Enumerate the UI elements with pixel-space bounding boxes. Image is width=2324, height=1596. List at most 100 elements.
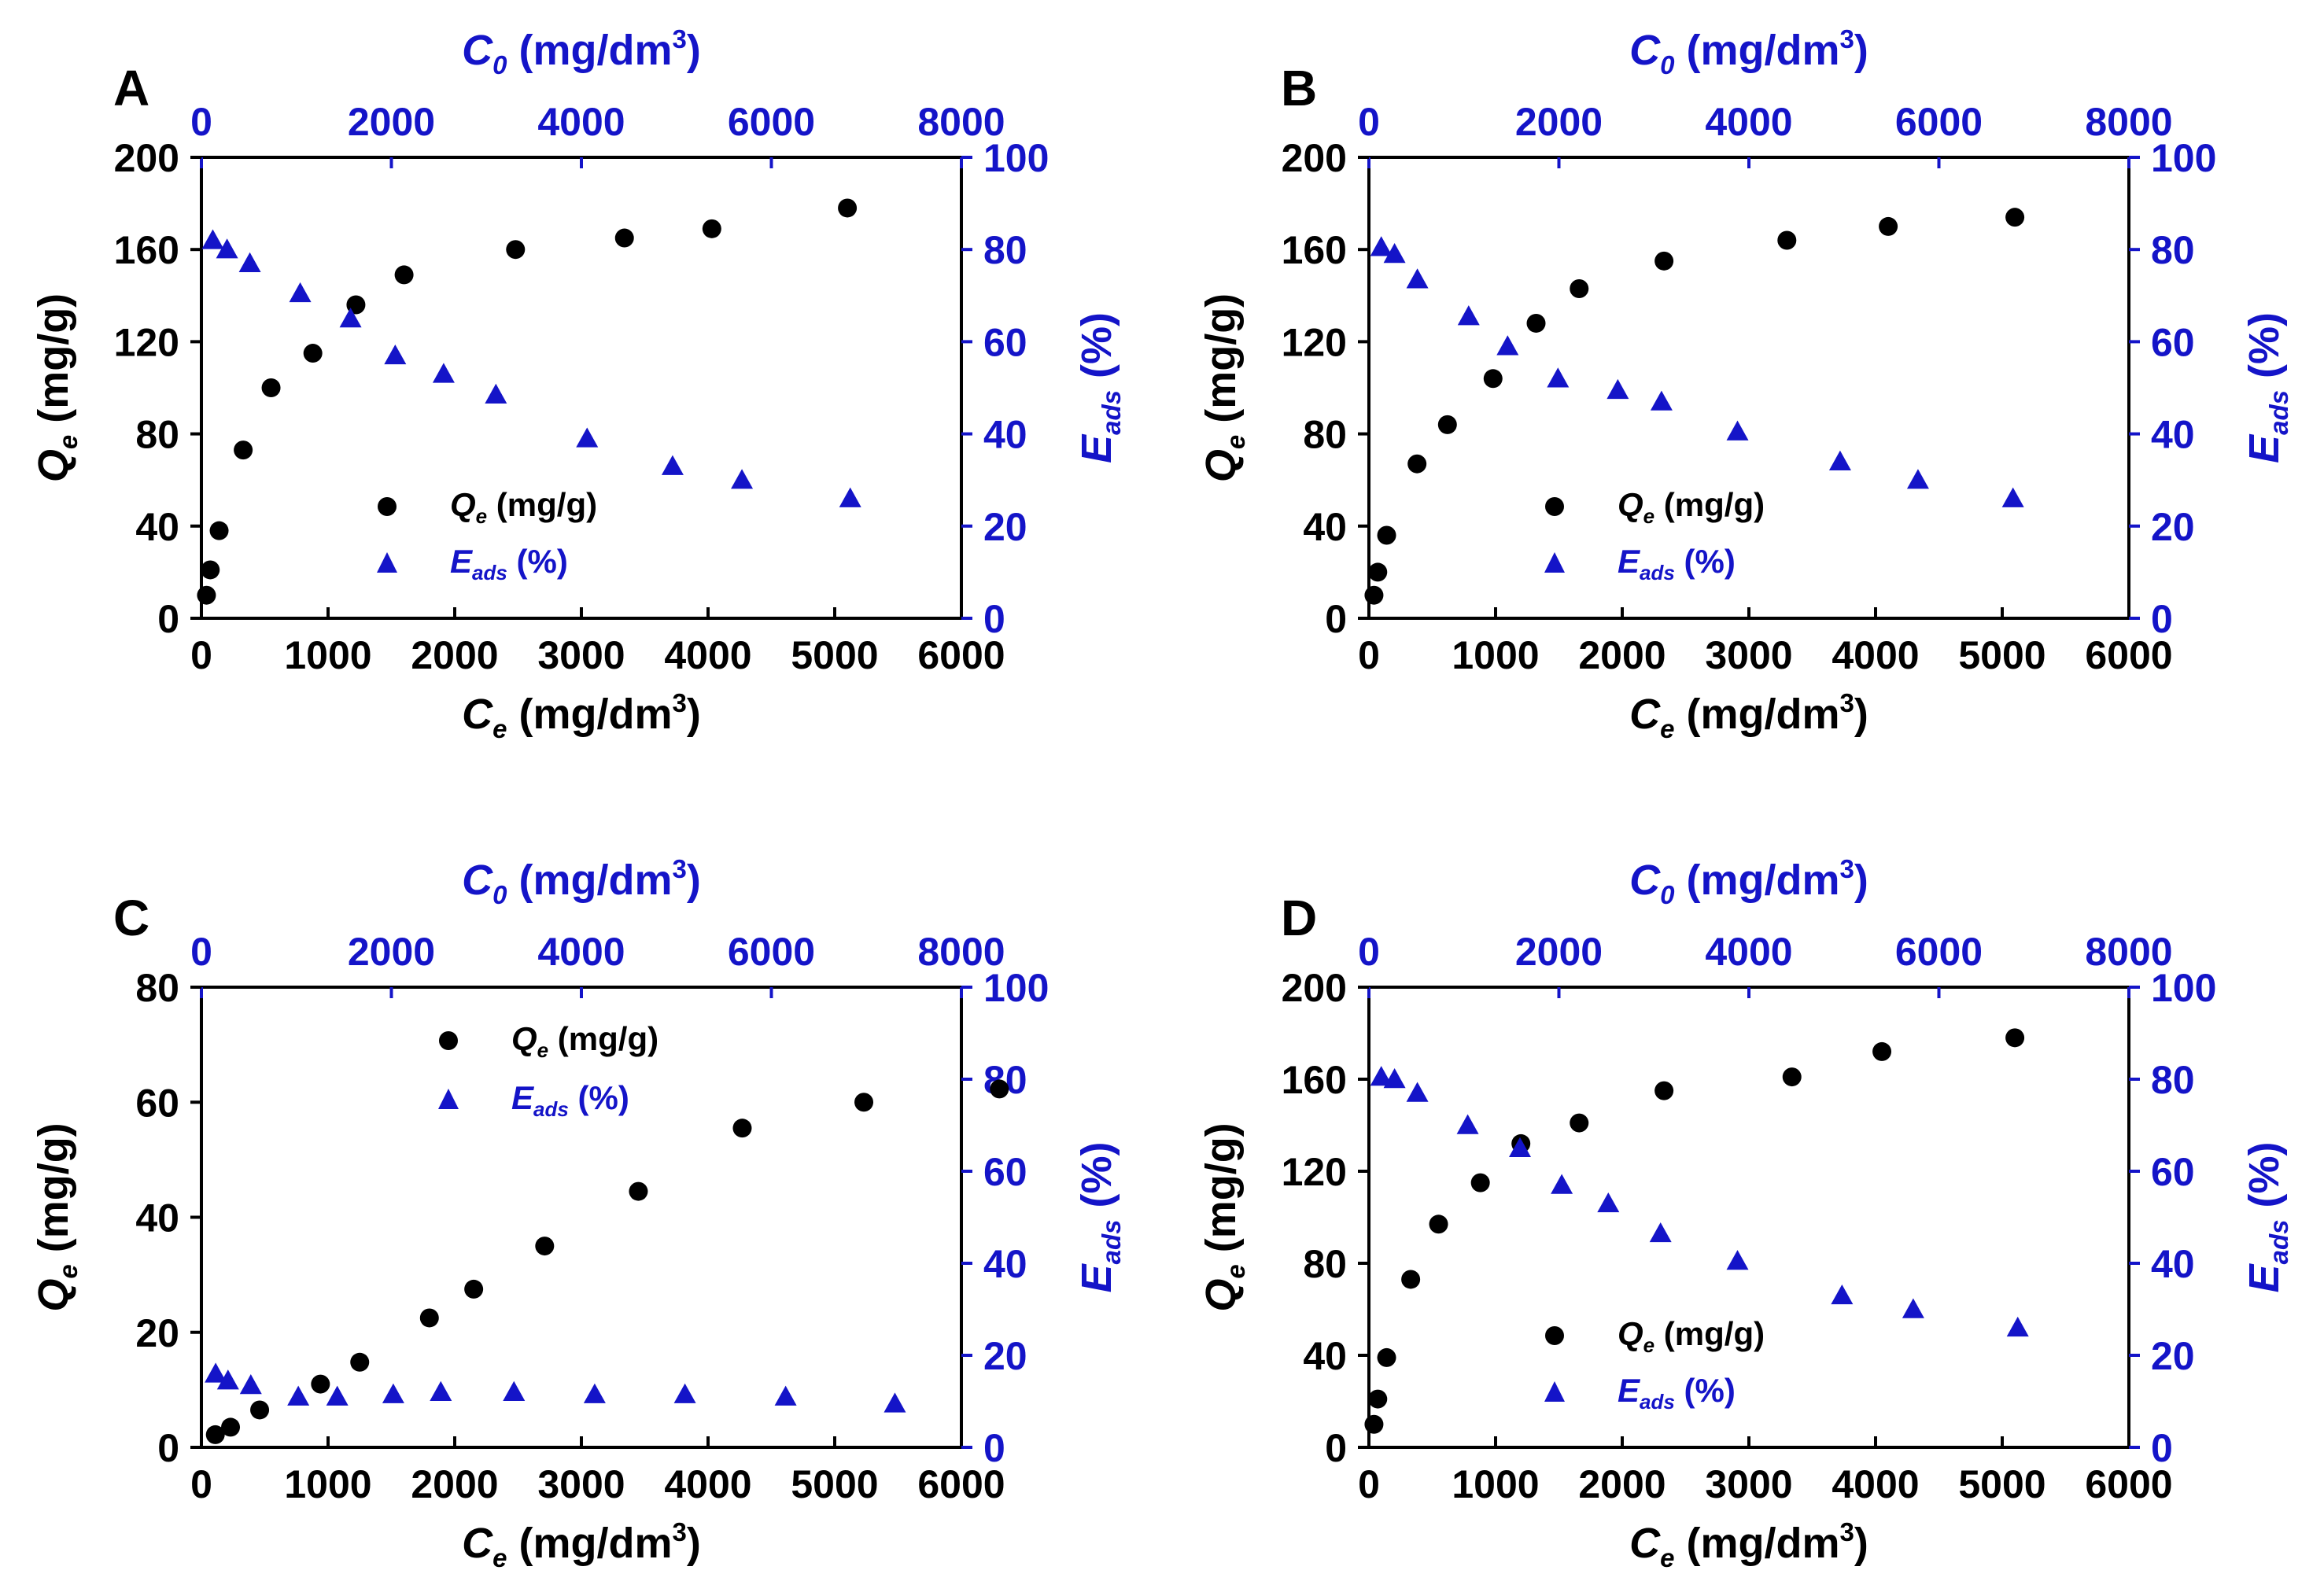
y-tick-label: 80 — [135, 413, 179, 457]
legend-qe-marker — [1545, 1326, 1564, 1345]
x-tick-label: 1000 — [1452, 633, 1539, 677]
qe-point — [732, 1119, 752, 1138]
qe-point — [311, 1374, 330, 1394]
qe-point — [506, 240, 526, 260]
qe-point — [1782, 1067, 1802, 1087]
y2-tick-label: 40 — [2151, 413, 2195, 457]
x2-tick-label: 2000 — [1515, 100, 1603, 144]
x2-tick-label: 6000 — [1895, 100, 1983, 144]
x-tick-label: 1000 — [284, 1462, 371, 1506]
qe-point — [303, 344, 323, 363]
qe-point — [221, 1417, 241, 1437]
y-tick-label: 200 — [1282, 966, 1347, 1010]
x-tick-label: 4000 — [1832, 633, 1919, 677]
y-tick-label: 80 — [1303, 1242, 1347, 1286]
legend-qe-marker — [439, 1031, 458, 1050]
x2-tick-label: 0 — [1358, 100, 1380, 144]
y-tick-label: 0 — [1325, 1426, 1347, 1470]
x2-tick-label: 6000 — [728, 930, 815, 974]
qe-point — [350, 1352, 370, 1372]
y2-tick-label: 40 — [2151, 1242, 2195, 1286]
x2-tick-label: 8000 — [2085, 100, 2172, 144]
eads-point — [1496, 335, 1519, 356]
qe-point — [2005, 208, 2025, 227]
eads-point — [576, 427, 599, 448]
eads-point — [883, 1392, 906, 1413]
x2-axis-title: C0 (mg/dm3) — [1629, 24, 1868, 79]
eads-point — [1607, 378, 1629, 400]
x-tick-label: 6000 — [2085, 1462, 2172, 1506]
eads-point — [1906, 469, 1929, 489]
y2-tick-label: 80 — [2151, 1058, 2195, 1102]
y2-tick-label: 100 — [2151, 136, 2216, 180]
x2-tick-label: 6000 — [728, 100, 815, 144]
x-tick-label: 1000 — [1452, 1462, 1539, 1506]
eads-point — [661, 455, 684, 475]
eads-point — [1551, 1174, 1573, 1194]
legend-eads-label: Eads (%) — [450, 543, 568, 584]
y2-tick-label: 20 — [983, 505, 1027, 549]
eads-point — [432, 363, 455, 383]
plot-frame — [200, 156, 963, 620]
x-tick-label: 4000 — [664, 1462, 751, 1506]
legend-eads-marker — [1544, 1381, 1565, 1402]
y-tick-label: 40 — [135, 1196, 179, 1240]
eads-point — [673, 1383, 696, 1403]
y2-tick-label: 20 — [983, 1334, 1027, 1378]
x2-tick-label: 0 — [190, 100, 212, 144]
panel-letter: A — [113, 60, 149, 116]
qe-point — [1570, 279, 1589, 299]
qe-point — [1470, 1173, 1490, 1192]
eads-point — [1457, 305, 1480, 326]
legend-qe-label: Qe (mg/g) — [511, 1020, 658, 1062]
eads-point — [1828, 450, 1851, 470]
y2-tick-label: 0 — [983, 1426, 1005, 1470]
y2-tick-label: 60 — [2151, 1150, 2195, 1194]
y2-tick-label: 20 — [2151, 1334, 2195, 1378]
x-tick-label: 5000 — [791, 633, 878, 677]
qe-point — [702, 219, 721, 238]
qe-point — [854, 1093, 874, 1112]
qe-point — [394, 265, 414, 285]
eads-point — [239, 1374, 262, 1395]
eads-point — [238, 252, 261, 272]
x-tick-label: 3000 — [537, 633, 625, 677]
legend-eads-marker — [438, 1089, 459, 1109]
qe-point — [1777, 230, 1797, 250]
x-tick-label: 0 — [190, 1462, 212, 1506]
panel-letter: C — [113, 890, 149, 946]
legend: Qe (mg/g) Eads (%) — [1544, 486, 1765, 584]
y-tick-label: 120 — [114, 320, 179, 364]
legend-qe-marker — [378, 497, 397, 516]
y2-tick-label: 0 — [2151, 1426, 2173, 1470]
qe-point — [2005, 1028, 2025, 1048]
x-tick-label: 0 — [1358, 633, 1380, 677]
x-tick-label: 4000 — [1832, 1462, 1919, 1506]
y-tick-label: 0 — [157, 597, 179, 641]
y-tick-label: 120 — [1282, 320, 1347, 364]
x-axis-title: Ce (mg/dm3) — [1629, 688, 1868, 743]
eads-point — [839, 487, 861, 507]
legend: Qe (mg/g) Eads (%) — [377, 486, 597, 584]
y2-tick-label: 0 — [983, 597, 1005, 641]
y2-tick-label: 20 — [2151, 505, 2195, 549]
eads-point — [1650, 390, 1673, 411]
qe-point — [197, 585, 216, 605]
eads-point — [2006, 1316, 2029, 1337]
x2-tick-label: 4000 — [537, 930, 625, 974]
x2-tick-label: 2000 — [348, 930, 435, 974]
y-tick-label: 200 — [1282, 136, 1347, 180]
y-tick-label: 80 — [135, 966, 179, 1010]
x-tick-label: 4000 — [664, 633, 751, 677]
eads-point — [1406, 1082, 1429, 1102]
y-axis-title: Qe (mg/g) — [1197, 1122, 1250, 1311]
eads-point — [1370, 236, 1393, 256]
x-tick-label: 2000 — [411, 1462, 498, 1506]
x-tick-label: 0 — [190, 633, 212, 677]
legend-eads-label: Eads (%) — [1618, 1372, 1736, 1414]
x-tick-label: 2000 — [411, 633, 498, 677]
